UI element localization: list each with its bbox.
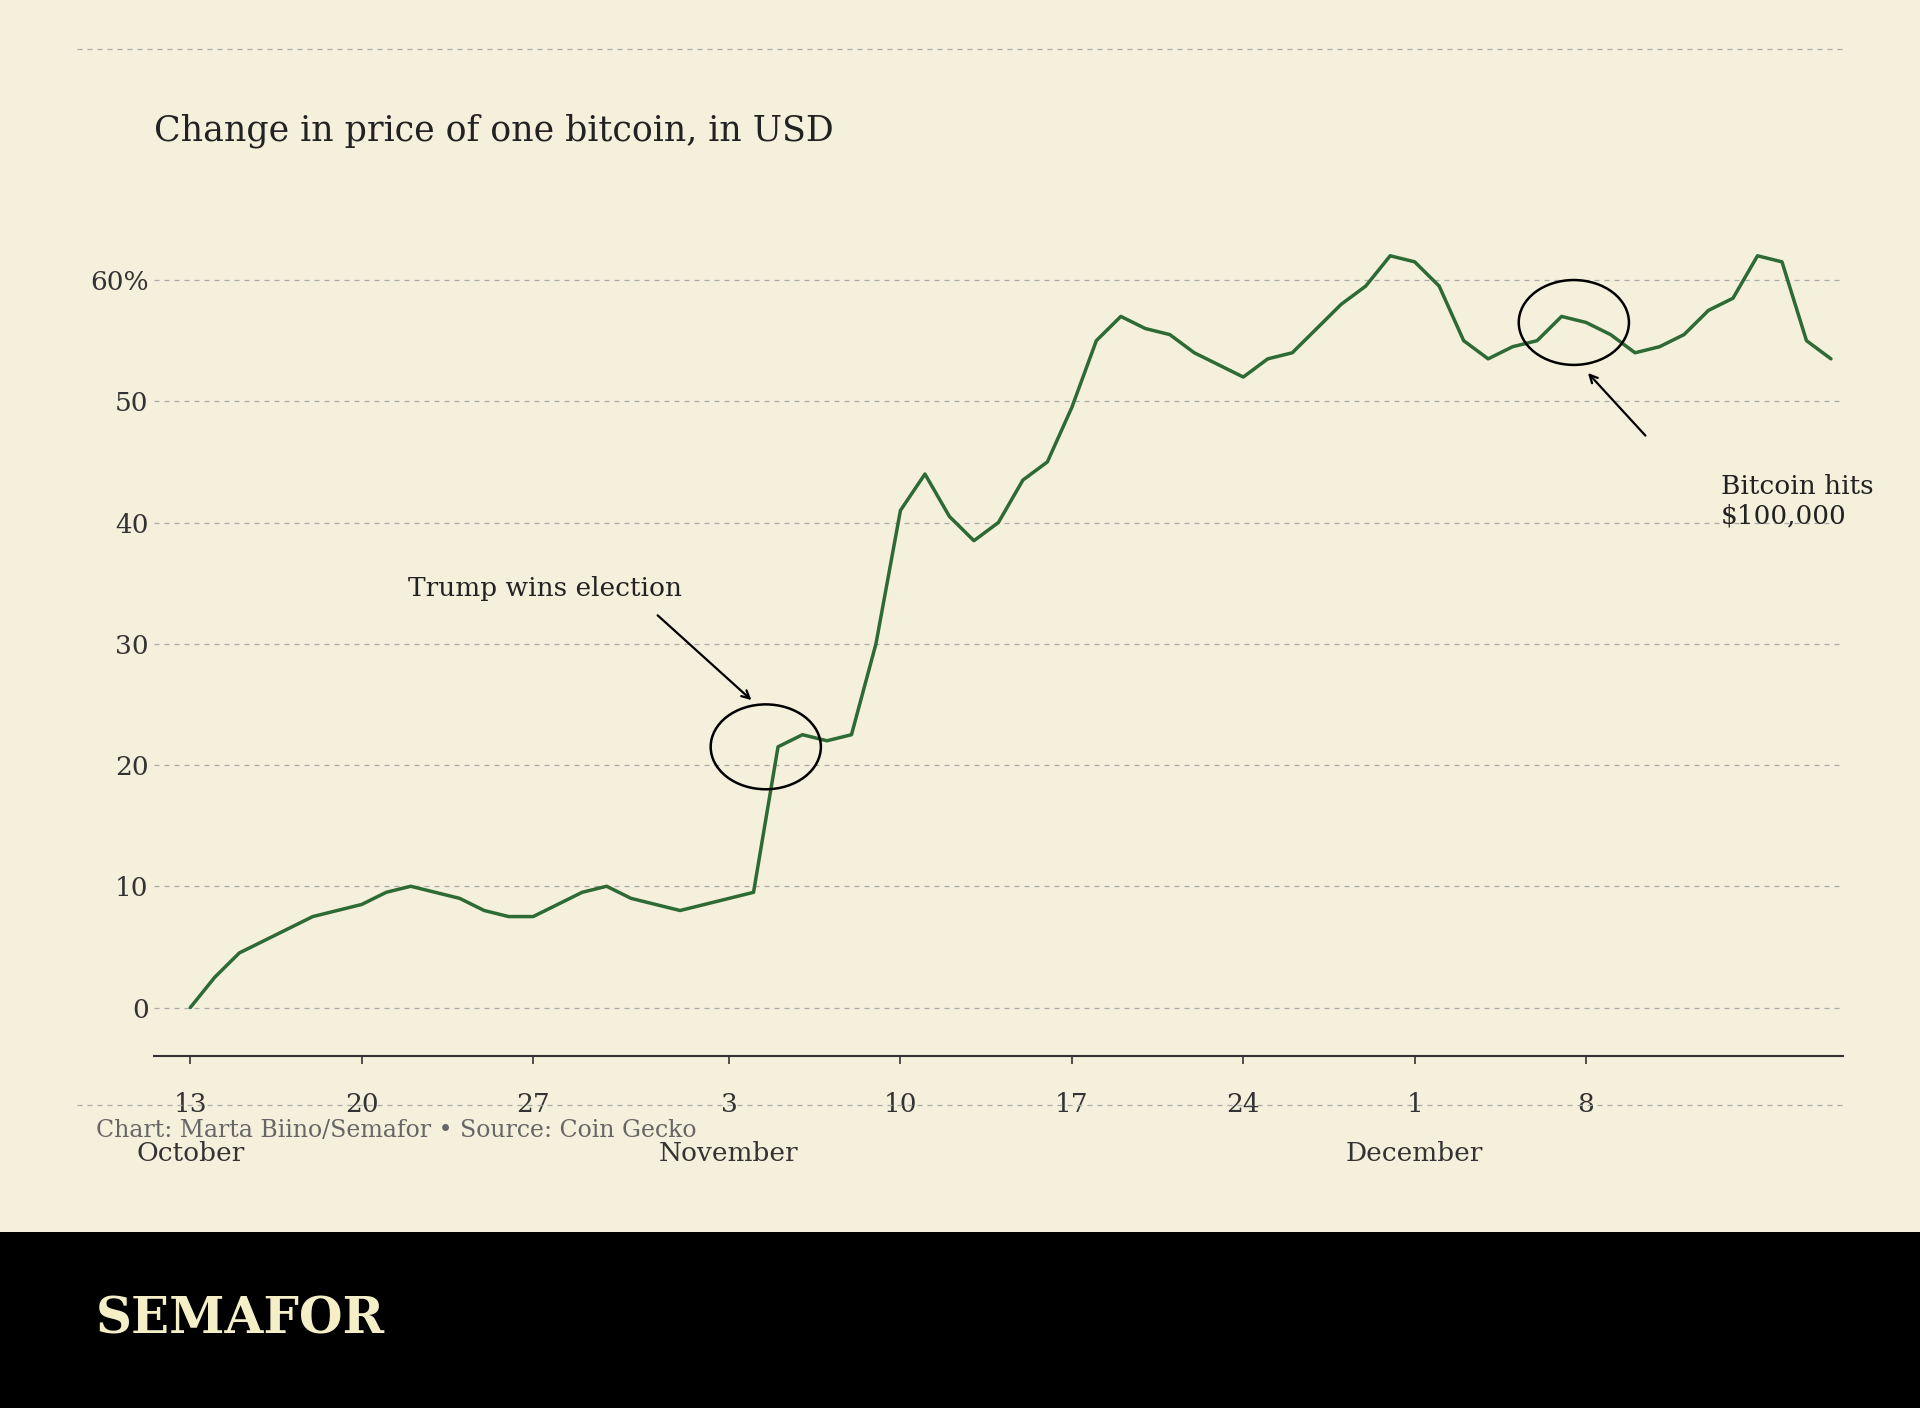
Text: 17: 17 [1056, 1093, 1089, 1118]
Text: 3: 3 [720, 1093, 737, 1118]
Text: October: October [136, 1140, 244, 1166]
Text: 10: 10 [883, 1093, 918, 1118]
Text: 24: 24 [1227, 1093, 1260, 1118]
Text: Chart: Marta Biino/Semafor • Source: Coin Gecko: Chart: Marta Biino/Semafor • Source: Coi… [96, 1119, 697, 1142]
Text: 20: 20 [346, 1093, 378, 1118]
Text: 13: 13 [173, 1093, 207, 1118]
Text: Trump wins election: Trump wins election [409, 576, 682, 601]
Text: 8: 8 [1578, 1093, 1594, 1118]
Text: Bitcoin hits
$100,000: Bitcoin hits $100,000 [1720, 474, 1874, 528]
Text: Change in price of one bitcoin, in USD: Change in price of one bitcoin, in USD [154, 113, 833, 148]
Text: SEMAFOR: SEMAFOR [96, 1295, 386, 1345]
Text: November: November [659, 1140, 799, 1166]
Text: 1: 1 [1405, 1093, 1423, 1118]
Text: December: December [1346, 1140, 1484, 1166]
Text: 27: 27 [516, 1093, 549, 1118]
